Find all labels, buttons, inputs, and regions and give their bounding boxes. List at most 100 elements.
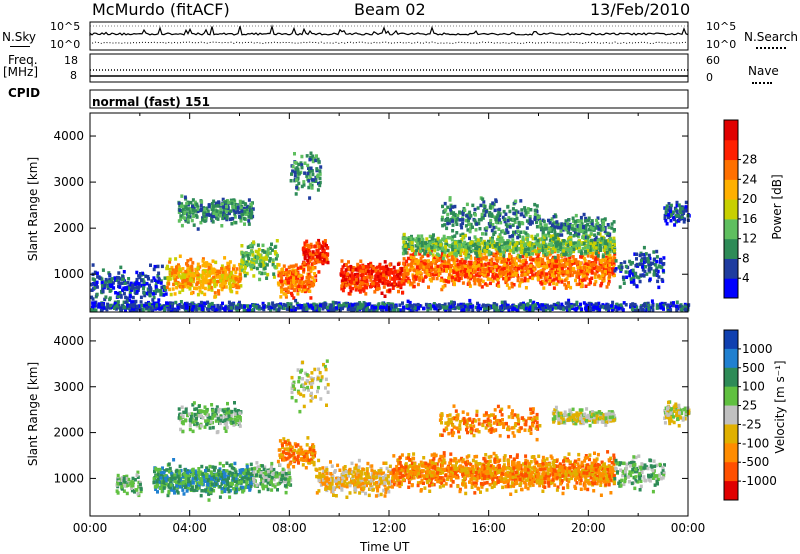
heatmap-cell [152,295,156,300]
heatmap-cell [344,268,348,272]
heatmap-cell [482,200,486,204]
heatmap-cell [523,243,526,247]
heatmap-cell [482,273,486,277]
heatmap-cell [184,269,188,274]
heatmap-cell [452,270,456,274]
heatmap-cell [533,245,537,249]
heatmap-cell [484,267,488,272]
heatmap-cell [553,246,557,250]
heatmap-cell [510,259,514,263]
heatmap-cell [587,245,591,249]
heatmap-cell [214,201,218,205]
heatmap-cell [212,204,215,208]
heatmap-cell [179,269,183,274]
heatmap-cell [596,267,600,272]
heatmap-cell [287,265,291,270]
heatmap-cell [232,274,236,279]
heatmap-cell [419,256,423,260]
heatmap-cell [205,261,209,265]
heatmap-cell [299,273,303,278]
heatmap-cell [226,261,230,266]
heatmap-cell [582,224,585,229]
heatmap-cell [427,262,430,267]
heatmap-cell [295,279,299,284]
nsearch-trace [89,41,688,45]
heatmap-cell [540,243,544,247]
heatmap-cell [446,248,450,253]
heatmap-cell [365,285,369,290]
heatmap-cell [311,276,315,280]
heatmap-cell [667,215,670,220]
heatmap-cell [181,284,185,289]
heatmap-cell [168,260,172,264]
heatmap-cell [590,223,594,227]
heatmap-cell [551,262,554,266]
heatmap-cell [467,242,471,246]
heatmap-cell [265,250,269,254]
heatmap-cell [632,272,635,277]
heatmap-cell [424,266,428,270]
heatmap-cell [577,275,581,279]
heatmap-cell [103,284,107,288]
heatmap-cell [316,250,320,254]
heatmap-cell [229,217,233,221]
heatmap-cell [552,286,556,290]
heatmap-cell [313,279,316,283]
heatmap-cell [519,230,523,234]
heatmap-cell [602,278,606,283]
heatmap-cell [500,246,504,250]
heatmap-cell [528,275,532,280]
heatmap-cell [682,220,686,224]
heatmap-cell [652,269,656,273]
heatmap-cell [306,302,309,307]
heatmap-cell [443,250,447,254]
heatmap-cell [473,269,477,274]
heatmap-cell [482,268,486,272]
heatmap-cell [569,232,572,236]
heatmap-cell [318,180,322,185]
heatmap-cell [580,229,584,233]
heatmap-cell [455,263,459,267]
heatmap-cell [473,281,477,286]
heatmap-cell [656,279,660,284]
heatmap-cell [188,206,192,211]
heatmap-cell [439,255,443,259]
heatmap-cell [292,280,296,284]
heatmap-cell [121,288,124,292]
heatmap-cell [612,264,616,269]
heatmap-cell [483,248,487,253]
heatmap-cell [310,284,314,288]
heatmap-cell [512,250,516,254]
heatmap-cell [160,264,164,269]
heatmap-cell [295,184,299,188]
heatmap-cell [464,224,468,228]
heatmap-cell [154,285,158,289]
heatmap-cell [144,291,148,296]
heatmap-cell [560,233,564,237]
heatmap-cell [402,232,406,237]
heatmap-cell [211,208,215,213]
heatmap-cell [416,242,420,246]
heatmap-cell [591,255,595,260]
heatmap-cell [598,267,602,272]
heatmap-cell [525,251,529,255]
heatmap-cell [146,275,150,279]
heatmap-cell [159,289,163,293]
heatmap-cell [436,267,440,272]
heatmap-cell [307,185,311,190]
heatmap-cell [673,223,677,227]
heatmap-cell [529,208,533,212]
heatmap-cell [491,236,494,240]
heatmap-cell [170,271,174,276]
heatmap-cell [451,229,455,233]
heatmap-cell [228,281,232,286]
heatmap-cell [196,262,200,267]
heatmap-cell [476,267,480,272]
heatmap-cell [367,272,371,276]
heatmap-cell [415,236,419,241]
heatmap-cell [497,276,501,280]
heatmap-cell [585,218,589,223]
heatmap-cell [532,268,536,272]
heatmap-cell [349,280,353,284]
